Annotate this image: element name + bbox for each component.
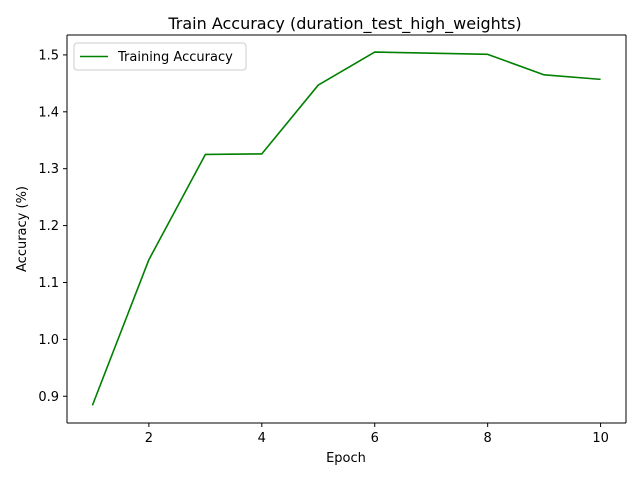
y-tick-label: 0.9 xyxy=(38,390,59,405)
x-tick-label: 6 xyxy=(371,431,379,446)
y-tick-label: 1.2 xyxy=(38,219,59,234)
chart-title: Train Accuracy (duration_test_high_weigh… xyxy=(167,14,521,34)
y-tick-label: 1.1 xyxy=(38,276,59,291)
y-ticks: 0.9 1.0 1.1 1.2 1.3 1.4 1.5 xyxy=(38,48,67,405)
x-tick-label: 8 xyxy=(484,431,492,446)
x-ticks: 2 4 6 8 10 xyxy=(145,423,609,446)
y-tick-label: 1.5 xyxy=(38,48,59,63)
y-axis-label: Accuracy (%) xyxy=(15,186,30,272)
x-axis-label: Epoch xyxy=(326,451,366,466)
legend: Training Accuracy xyxy=(73,42,247,71)
legend-label: Training Accuracy xyxy=(117,50,233,65)
legend-box xyxy=(73,42,247,71)
axes xyxy=(66,34,627,424)
series-line-training-accuracy xyxy=(91,51,601,406)
x-tick-label: 4 xyxy=(258,431,266,446)
y-tick-label: 1.0 xyxy=(38,333,59,348)
y-tick-label: 1.4 xyxy=(38,105,59,120)
x-tick-label: 10 xyxy=(592,431,609,446)
series-layer xyxy=(91,51,601,406)
plot-area xyxy=(67,35,626,423)
x-tick-label: 2 xyxy=(145,431,153,446)
y-tick-label: 1.3 xyxy=(38,162,59,177)
